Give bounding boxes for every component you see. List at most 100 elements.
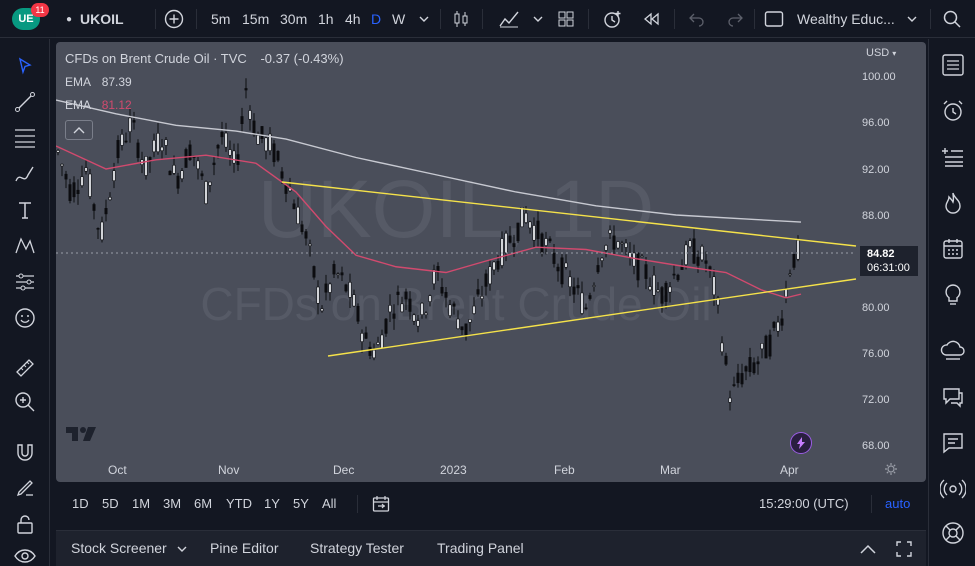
candle-body — [68, 184, 72, 201]
prediction-icon[interactable] — [12, 269, 38, 295]
layout-grid-icon[interactable] — [556, 0, 576, 38]
alert-icon[interactable] — [601, 0, 623, 38]
candle-body — [260, 126, 264, 140]
magnet-icon[interactable] — [12, 439, 38, 465]
chevron-down-icon[interactable] — [532, 0, 544, 38]
hotlist-icon[interactable] — [939, 189, 967, 217]
range-ytd[interactable]: YTD — [226, 496, 252, 511]
compare-add-icon[interactable] — [164, 0, 184, 38]
go-to-date-icon[interactable] — [372, 495, 390, 513]
chevron-down-icon: ▾ — [892, 49, 897, 58]
streams-icon[interactable] — [939, 337, 967, 365]
stay-drawing-icon[interactable] — [12, 475, 38, 501]
indicators-icon[interactable] — [498, 0, 520, 38]
broadcast-icon[interactable] — [939, 475, 967, 503]
legend-ema-fast[interactable]: EMA 81.12 — [65, 98, 132, 112]
candle-body — [480, 296, 484, 299]
candlestick-series — [56, 78, 800, 411]
account-name[interactable]: Wealthy Educ... — [797, 11, 895, 27]
eye-icon[interactable] — [12, 543, 38, 566]
lock-icon[interactable] — [12, 511, 38, 537]
range-1m[interactable]: 1M — [132, 496, 151, 511]
range-5y[interactable]: 5Y — [293, 496, 309, 511]
emoji-icon[interactable] — [12, 305, 38, 331]
candle-body — [164, 139, 168, 146]
candle-body — [356, 305, 360, 322]
chevron-up-icon[interactable] — [859, 540, 877, 556]
range-1y[interactable]: 1Y — [264, 496, 280, 511]
layout-save-icon[interactable] — [764, 0, 784, 38]
interval-d[interactable]: D — [371, 11, 382, 27]
candle-body — [688, 240, 692, 247]
ideas-bulb-icon[interactable] — [939, 281, 967, 309]
currency-selector[interactable]: USD ▾ — [866, 47, 896, 59]
range-3m[interactable]: 3M — [163, 496, 182, 511]
candle-body — [672, 273, 676, 276]
chart-pane[interactable]: UKOIL, 1D CFDs on Brent Crude Oil — [56, 42, 926, 482]
chats-icon[interactable] — [939, 383, 967, 411]
help-icon[interactable] — [939, 519, 967, 547]
tab-trading-panel[interactable]: Trading Panel — [437, 540, 524, 556]
candle-body — [644, 264, 648, 279]
interval-w[interactable]: W — [392, 11, 406, 27]
undo-icon[interactable] — [688, 0, 706, 38]
candle-body — [420, 302, 424, 315]
replay-icon[interactable] — [641, 0, 661, 38]
pattern-icon[interactable] — [12, 233, 38, 259]
candle-body — [388, 305, 392, 313]
ema-fast-label: EMA — [65, 98, 91, 112]
candle-body — [696, 256, 700, 266]
interval-4h[interactable]: 4h — [345, 11, 361, 27]
alarm-clock-icon[interactable] — [939, 97, 967, 125]
text-icon[interactable] — [12, 197, 38, 223]
candle-body — [160, 146, 164, 151]
tab-strategy-tester[interactable]: Strategy Tester — [310, 540, 404, 556]
watchlist-icon[interactable] — [939, 51, 967, 79]
settings-gear-icon[interactable] — [884, 462, 898, 476]
interval-30m[interactable]: 30m — [280, 11, 308, 27]
range-5d[interactable]: 5D — [102, 496, 119, 511]
candle-body — [692, 238, 696, 264]
messages-icon[interactable] — [939, 429, 967, 457]
redo-icon[interactable] — [726, 0, 744, 38]
candles-icon[interactable] — [451, 0, 471, 38]
zoom-in-icon[interactable] — [12, 389, 38, 415]
range-1d[interactable]: 1D — [72, 496, 89, 511]
price-chart[interactable]: UKOIL, 1D CFDs on Brent Crude Oil — [56, 42, 926, 482]
ruler-icon[interactable] — [12, 355, 38, 381]
price-tick: 96.00 — [862, 117, 890, 129]
trendline-icon[interactable] — [12, 89, 38, 115]
brush-icon[interactable] — [12, 161, 38, 187]
interval-15m[interactable]: 15m — [242, 11, 270, 27]
candle-body — [516, 222, 520, 242]
legend-ema-slow[interactable]: EMA 87.39 — [65, 75, 132, 89]
search-icon[interactable] — [942, 0, 962, 38]
data-window-icon[interactable] — [939, 143, 967, 171]
cursor-icon[interactable] — [12, 53, 38, 79]
chevron-down-icon[interactable] — [906, 0, 918, 38]
date-range-bar: 1D 5D 1M 3M 6M YTD 1Y 5Y All 15:29:00 (U… — [56, 486, 926, 522]
tab-stock-screener[interactable]: Stock Screener — [71, 540, 167, 556]
candle-body — [252, 120, 256, 136]
candle-body — [752, 362, 756, 374]
interval-1h[interactable]: 1h — [318, 11, 334, 27]
chevron-down-icon[interactable] — [176, 540, 188, 555]
candle-body — [492, 261, 496, 271]
calendar-icon[interactable] — [939, 235, 967, 263]
utc-clock[interactable]: 15:29:00 (UTC) — [759, 496, 849, 511]
range-all[interactable]: All — [322, 496, 337, 511]
interval-5m[interactable]: 5m — [211, 11, 231, 27]
symbol-search-button[interactable]: ● UKOIL — [66, 0, 124, 38]
maximize-icon[interactable] — [896, 540, 912, 557]
ema-slow-label: EMA — [65, 75, 91, 89]
lightning-icon[interactable] — [790, 432, 812, 454]
legend-title[interactable]: CFDs on Brent Crude Oil · TVC -0.37 (-0.… — [65, 51, 344, 66]
chevron-down-icon[interactable] — [418, 0, 430, 38]
tab-pine-editor[interactable]: Pine Editor — [210, 540, 279, 556]
tradingview-logo-icon[interactable] — [66, 425, 100, 443]
fib-retracement-icon[interactable] — [12, 125, 38, 151]
candle-body — [756, 361, 760, 365]
auto-scale-toggle[interactable]: auto — [885, 496, 911, 511]
range-6m[interactable]: 6M — [194, 496, 213, 511]
legend-collapse-button[interactable] — [65, 120, 93, 140]
